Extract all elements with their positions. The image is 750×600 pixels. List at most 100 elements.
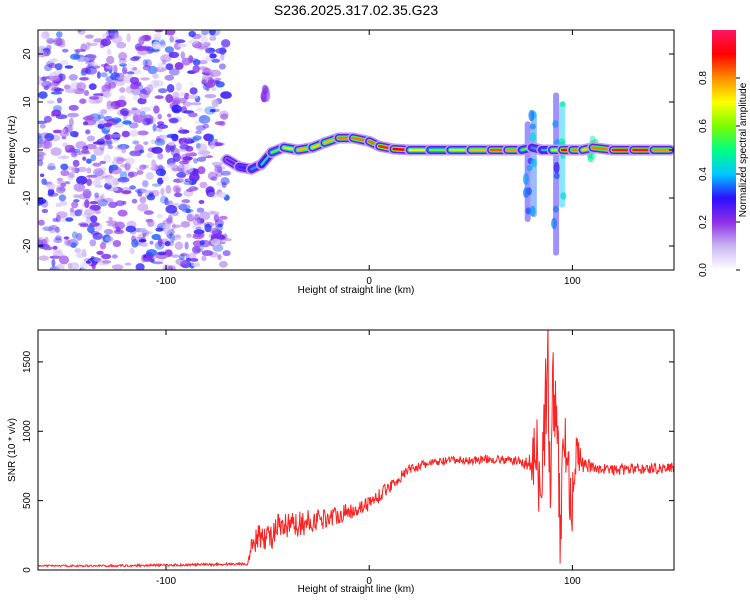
noise-blob	[56, 211, 68, 219]
noise-blob	[166, 133, 179, 139]
noise-blob	[125, 157, 136, 165]
noise-blob	[63, 236, 70, 240]
colorbar-scale	[712, 30, 736, 270]
noise-blob	[56, 181, 69, 185]
noise-blob	[181, 199, 191, 204]
streak-blob	[553, 162, 560, 174]
noise-blob	[150, 139, 155, 145]
noise-blob	[164, 74, 175, 81]
noise-blob	[187, 112, 198, 118]
noise-blob	[201, 79, 207, 85]
noise-blob	[62, 142, 69, 147]
streak-blob	[529, 205, 536, 217]
noise-blob	[67, 173, 75, 181]
y-tick-label: 10	[22, 96, 33, 108]
noise-blob	[144, 59, 152, 68]
colorbar-tick-label: 0.0	[698, 263, 709, 277]
noise-blob	[153, 33, 162, 41]
noise-blob	[179, 97, 187, 104]
snr-series	[38, 330, 674, 568]
noise-blob	[86, 53, 97, 60]
noise-blob	[43, 115, 52, 123]
noise-blob	[178, 137, 190, 147]
noise-blob	[38, 135, 43, 144]
noise-blob	[157, 153, 164, 160]
noise-blob	[209, 69, 222, 78]
noise-blob	[165, 217, 173, 224]
noise-blob	[130, 56, 140, 62]
noise-blob	[192, 218, 201, 226]
noise-blob	[209, 134, 215, 142]
noise-blob	[44, 133, 55, 142]
noise-blob	[58, 255, 70, 265]
noise-blob	[124, 63, 135, 71]
noise-blob	[102, 38, 108, 47]
noise-blob	[50, 91, 63, 95]
noise-blob	[78, 222, 89, 226]
noise-blob	[129, 76, 140, 84]
noise-blob	[67, 112, 79, 118]
noise-blob	[52, 250, 64, 259]
noise-blob	[99, 160, 107, 165]
noise-blob	[137, 203, 149, 212]
noise-blob	[209, 141, 216, 150]
noise-blob	[215, 81, 225, 88]
noise-blob	[193, 158, 198, 164]
noise-blob	[209, 72, 214, 79]
noise-blob	[220, 91, 232, 99]
y-tick-label: 500	[22, 492, 33, 509]
y-tick-label: -10	[22, 190, 33, 205]
x-tick-label: 100	[564, 576, 581, 587]
noise-blob	[85, 66, 97, 75]
noise-blob	[140, 227, 148, 234]
noise-blob	[71, 201, 79, 209]
noise-blob	[55, 263, 65, 270]
y-tick-label: 20	[22, 48, 33, 60]
noise-blob	[143, 114, 154, 123]
noise-blob	[107, 144, 114, 150]
noise-blob	[41, 31, 50, 39]
noise-blob	[138, 233, 143, 241]
noise-blob	[179, 91, 186, 97]
noise-blob	[77, 30, 82, 33]
noise-blob	[188, 137, 199, 143]
noise-blob	[182, 156, 193, 161]
noise-blob	[105, 220, 118, 224]
noise-blob	[189, 258, 199, 262]
noise-blob	[78, 56, 90, 63]
noise-blob	[159, 39, 166, 46]
noise-blob	[129, 86, 140, 90]
noise-blob	[198, 66, 208, 71]
noise-blob	[220, 177, 230, 186]
noise-blob	[118, 58, 127, 64]
noise-blob	[126, 33, 131, 43]
noise-blob	[125, 225, 137, 233]
noise-blob	[196, 156, 207, 162]
noise-blob	[56, 177, 64, 182]
noise-blob	[82, 156, 87, 161]
noise-blob	[87, 225, 95, 234]
noise-blob	[61, 136, 67, 140]
noise-blob	[72, 132, 79, 138]
noise-blob	[201, 255, 207, 262]
noise-blob	[131, 66, 138, 71]
noise-blob	[104, 228, 114, 235]
noise-blob	[188, 30, 196, 38]
noise-blob	[156, 128, 163, 132]
snr-line	[38, 330, 674, 568]
spectrogram-x-label: Height of straight line (km)	[298, 285, 415, 296]
noise-blob	[46, 83, 57, 89]
noise-blob	[42, 226, 54, 231]
noise-blob	[171, 254, 180, 258]
noise-blob	[209, 36, 217, 41]
noise-blob	[199, 181, 208, 189]
noise-blob	[100, 109, 108, 115]
noise-blob	[149, 240, 154, 245]
noise-blob	[178, 202, 189, 211]
noise-blob	[41, 80, 53, 88]
noise-blob	[121, 130, 130, 138]
noise-blob	[53, 237, 63, 244]
noise-blob	[192, 135, 202, 141]
noise-blob	[142, 59, 148, 67]
